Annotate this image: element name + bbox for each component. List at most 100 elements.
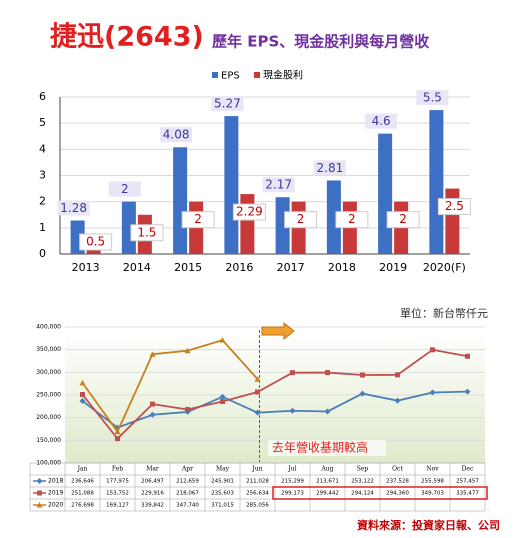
value-label: 2 [399,212,407,226]
value-label: 2.5 [445,199,464,213]
table-cell: 229,916 [141,491,164,497]
marker [36,502,43,508]
table-cell: 213,671 [316,479,339,485]
y-tick-label: 5 [39,116,46,129]
y-tick-label: 300,000 [36,369,61,376]
value-label-box [284,211,318,229]
table-cell: 177,975 [106,479,129,485]
value-label-box [130,224,164,242]
marker [255,389,260,395]
annotation-box [268,440,386,456]
value-label: 1.28 [60,201,87,215]
value-label: 5.5 [423,91,442,105]
marker [360,372,365,378]
value-label: 2.81 [317,161,344,175]
value-label: 4.08 [163,128,190,142]
x-tick-label: Jul [287,466,296,473]
legend-label: 2020 [48,502,63,509]
marker [394,397,401,404]
y-tick-label: 350,000 [36,346,61,353]
title: 捷迅(2643) [50,22,204,53]
x-tick-label: Mar [146,466,159,473]
value-label: 2 [297,212,305,226]
table-cell: 339,842 [141,503,164,509]
value-label-box [79,233,113,251]
x-tick-label: Feb [112,466,123,473]
x-tick-label: Jun [251,466,262,473]
x-tick-label: Sep [357,466,369,473]
table-cell: 235,603 [211,491,234,497]
value-label-box [181,211,215,229]
table-cell: 371,015 [211,503,234,509]
table-cell: 206,497 [141,479,164,485]
marker [115,436,120,442]
x-tick-label: May [216,466,230,473]
value-label: 2.17 [265,178,292,192]
value-label-box [335,211,369,229]
x-tick-label: Oct [392,466,403,473]
y-tick-label: 4 [39,142,46,155]
table-cell: 212,659 [176,479,199,485]
unit: 單位：新台幣仟元 [400,306,488,320]
legend-label: 2019 [48,490,63,497]
marker [184,347,191,354]
table-cell: 299,442 [316,491,339,497]
table-cell: 276,698 [71,503,94,509]
series-line [81,348,468,440]
value-label: 2 [121,182,129,196]
legend-swatch [212,72,218,78]
bar [326,180,341,254]
x-tick-label: 2013 [72,261,100,274]
marker [37,490,42,496]
table-cell: 257,457 [456,479,479,485]
marker [464,388,471,395]
value-label-box [365,113,398,129]
value-label-box [262,177,295,193]
marker [430,347,435,353]
marker [149,351,156,357]
value-label-box [437,198,471,216]
bar [429,110,444,254]
value-label: 4.6 [372,114,391,128]
x-tick-label: Jan [77,466,88,473]
table-cell: 169,127 [106,503,129,509]
marker [325,370,330,376]
marker [79,379,86,386]
legend-label: 現金股利 [263,69,303,82]
table-cell: 253,122 [351,479,374,485]
marker [219,393,226,400]
value-label-box [416,90,449,106]
legend-label: EPS [221,71,240,82]
value-label: 2.29 [236,205,263,219]
table-cell: 211,028 [246,479,269,485]
value-label-box [386,211,420,229]
marker [80,392,85,398]
table-cell: 285,056 [246,503,269,509]
y-tick-label: 3 [39,169,46,182]
table-cell: 347,740 [176,503,199,509]
value-label-box [313,160,346,176]
table-cell: 236,646 [71,479,94,485]
value-label-box [160,127,193,143]
table-cell: 255,598 [421,479,444,485]
table-cell: 237,528 [386,479,409,485]
value-label: 5.27 [214,97,241,111]
y-tick-label: 150,000 [36,437,61,444]
table-cell: 294,360 [386,491,409,497]
table-cell: 349,703 [421,491,444,497]
table-cell: 256,634 [246,491,269,497]
table-cell: 153,752 [106,491,129,497]
x-tick-label: Nov [426,466,439,473]
value-label: 2 [194,212,202,226]
marker [254,409,261,416]
value-label-box [108,181,141,197]
marker [150,401,155,407]
y-tick-label: 200,000 [36,414,61,421]
value-label: 0.5 [86,235,105,249]
arrow [261,321,295,341]
y-tick-label: 2 [39,195,46,208]
x-tick-label: 2020(F) [423,261,466,274]
value-label-box [232,203,266,221]
bar [378,133,393,254]
